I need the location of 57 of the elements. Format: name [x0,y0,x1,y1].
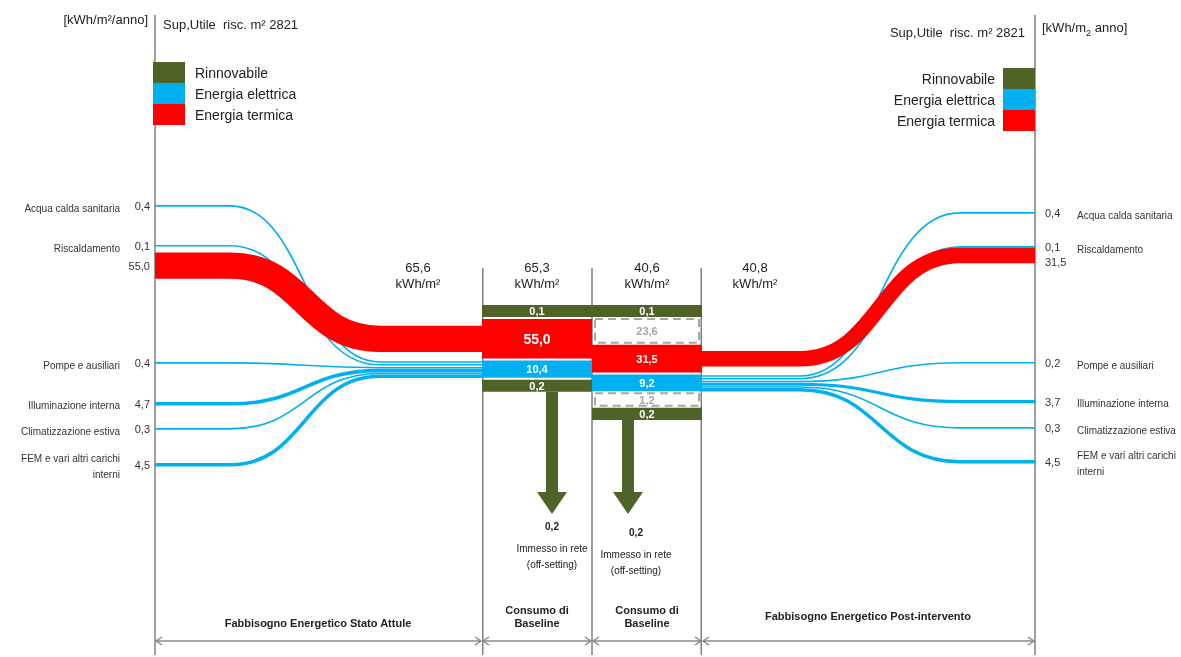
legend-label: Energia elettrica [893,92,996,108]
category-label: Consumo di Baseline [615,604,679,629]
category-label: Acqua calda sanitaria [24,203,121,214]
category-label: Riscaldamento [1077,244,1144,255]
data-label: 0,1 [134,239,150,252]
text: Fabbisogno Energetico Stato Attule [224,617,412,629]
category-label: Acqua calda sanitaria [1077,210,1174,221]
text: Sup,Utile risc. m² 2821 [163,17,299,32]
category-label: Illuminazione interna [1077,398,1170,409]
legend-label: Energia termica [195,107,294,123]
data-label: 0,2 [529,379,545,392]
data-label: 0,1 [639,305,655,318]
legend-label: Rinnovabile [921,71,996,87]
data-label: 4,5 [1045,455,1061,468]
data-label: 23,6 [636,324,658,337]
category-label: FEM e vari altri carichi interni [21,453,120,480]
text: Immesso in rete (off-setting) [600,549,672,576]
data-label: 55,0 [128,259,150,272]
text: Fabbisogno Energetico Post-intervento [765,610,972,622]
data-label: 31,5 [636,352,658,365]
data-label: 0,1 [529,305,545,318]
category-label: Pompe e ausiliari [43,360,120,371]
data-label: 0,3 [134,422,150,435]
data-label: 0,4 [134,356,150,369]
text: Immesso in rete (off-setting) [516,543,588,570]
data-label: 0,4 [134,199,150,212]
category-label: Consumo di Baseline [505,604,569,629]
data-label: 3,7 [1045,395,1061,408]
category-label: Climatizzazione estiva [1077,425,1177,436]
category-label: FEM e vari altri carichi interni [1077,450,1176,477]
data-label: 0,2 [639,407,655,420]
text: 65,6 kWh/m² [395,260,442,291]
category-label: Pompe e ausiliari [1077,360,1154,371]
data-label: 31,5 [1045,255,1067,268]
text: Sup,Utile risc. m² 2821 [889,25,1025,40]
text: 0,2 [629,527,644,538]
data-label: 55,0 [523,330,551,347]
data-label: 0,2 [1045,356,1061,369]
category-label: Climatizzazione estiva [21,426,121,437]
legend-label: Rinnovabile [195,65,269,81]
data-label: 10,4 [526,363,549,376]
legend-label: Energia termica [896,113,996,129]
text: 40,6 kWh/m² [624,260,671,291]
data-label: 0,3 [1045,421,1061,434]
legend-label: Energia elettrica [195,86,297,102]
data-label: 1,2 [639,393,655,406]
text: 40,8 kWh/m² [732,260,779,291]
text: [kWh/m²/anno] [63,12,149,27]
data-label: 0,1 [1045,240,1061,253]
data-label: 4,7 [134,397,150,410]
text: 0,2 [545,521,560,532]
data-label: 9,2 [639,376,655,389]
data-label: 0,4 [1045,206,1061,219]
category-label: Riscaldamento [53,243,121,254]
text: 65,3 kWh/m² [514,260,561,291]
data-label: 4,5 [134,458,150,471]
category-label: Illuminazione interna [28,400,121,411]
